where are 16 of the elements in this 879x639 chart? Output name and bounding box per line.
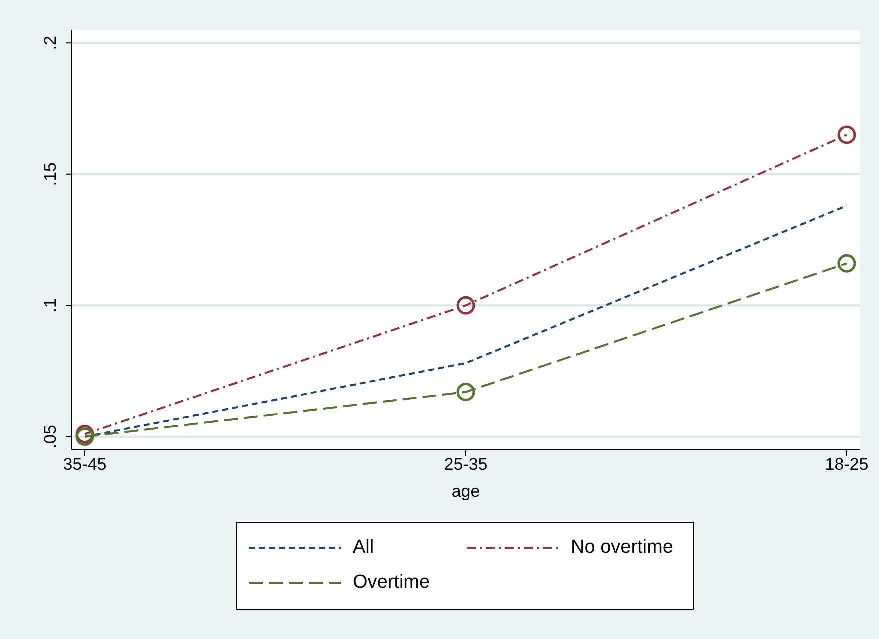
point xyxy=(76,428,94,446)
point xyxy=(838,126,856,144)
y-tick-label: .1 xyxy=(41,298,60,313)
y-tick-label: .05 xyxy=(41,425,60,449)
point xyxy=(456,383,476,402)
x-tick-label: 25-35 xyxy=(444,455,488,474)
legend-label: All xyxy=(353,537,374,559)
x-tick-label: 35-45 xyxy=(63,455,107,474)
point xyxy=(838,254,856,273)
x-tick-label: 18-25 xyxy=(825,455,869,474)
y-tick-label: .2 xyxy=(41,36,60,50)
point xyxy=(456,296,476,315)
y-tick-label: .15 xyxy=(41,162,60,186)
legend-label: Overtime xyxy=(353,572,430,594)
x-axis-title: age xyxy=(452,482,480,501)
legend-label: No overtime xyxy=(571,537,674,559)
